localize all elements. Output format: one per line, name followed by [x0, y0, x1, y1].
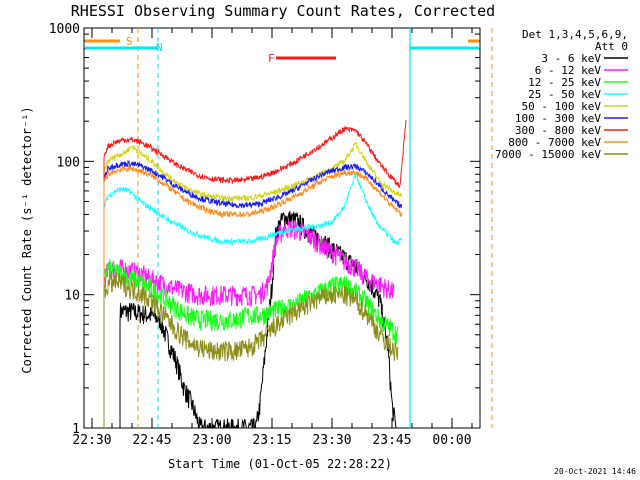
series-line	[103, 159, 403, 428]
series-line	[103, 219, 395, 428]
x-axis-label: Start Time (01-Oct-05 22:28:22)	[168, 457, 392, 471]
night-label: N	[156, 41, 163, 54]
legend-entry-label: 100 - 300 keV	[515, 112, 601, 125]
legend-entry-label: 800 - 7000 keV	[508, 136, 601, 149]
legend-entry-label: 12 - 25 keV	[528, 76, 601, 89]
plot-area: 1 10 100 1000 22:30 22:45 23:00 23:15 23:30 23:45…	[49, 22, 493, 448]
series-line	[103, 119, 407, 428]
plot-frame	[83, 27, 481, 429]
series-line	[103, 272, 399, 428]
y-tick-label: 10	[64, 289, 80, 304]
x-tick-label: 22:45	[132, 433, 171, 448]
x-tick-label: 00:00	[432, 433, 471, 448]
legend-header: Det 1,3,4,5,6,9,	[522, 28, 628, 41]
x-tick-label: 23:30	[312, 433, 351, 448]
series-line	[103, 165, 403, 428]
timestamp: 20-Oct-2021 14:46	[554, 467, 636, 476]
legend-entry-label: 50 - 100 keV	[522, 100, 602, 113]
y-tick-label: 100	[57, 155, 80, 170]
x-tick-label: 23:45	[372, 433, 411, 448]
y-axis-label: Corrected Count Rate (s⁻¹ detector⁻¹)	[20, 106, 34, 373]
legend-entry-label: 6 - 12 keV	[535, 64, 602, 77]
series-line	[103, 170, 403, 428]
series-line	[119, 210, 397, 428]
y-tick-label: 1000	[49, 22, 80, 37]
chart-title: RHESSI Observing Summary Count Rates, Co…	[71, 2, 495, 20]
series-group	[103, 119, 407, 428]
flare-label: F	[268, 52, 275, 65]
legend-entry-label: 25 - 50 keV	[528, 88, 601, 101]
legend-entry-label: 7000 - 15000 keV	[495, 148, 601, 161]
series-line	[103, 258, 399, 428]
x-tick-label: 23:00	[192, 433, 231, 448]
legend-header: Att 0	[595, 40, 628, 53]
x-tick-label: 23:15	[252, 433, 291, 448]
saa-label: S	[126, 35, 133, 48]
legend-entry-label: 300 - 800 keV	[515, 124, 601, 137]
series-line	[103, 140, 403, 428]
legend-entry-label: 3 - 6 keV	[541, 52, 601, 65]
x-tick-label: 22:30	[72, 433, 111, 448]
y-tick-label: 1	[72, 422, 80, 437]
